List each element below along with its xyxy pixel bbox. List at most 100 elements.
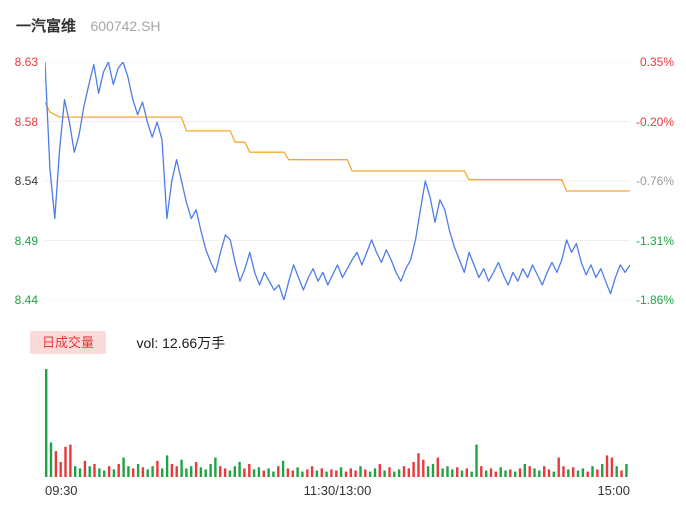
volume-bar (596, 469, 599, 477)
volume-bar (373, 468, 377, 477)
volume-bar (426, 466, 430, 477)
volume-bar (64, 446, 67, 477)
volume-bar (456, 467, 459, 477)
volume-bar (325, 471, 328, 477)
volume-bar (310, 466, 314, 477)
volume-bar (339, 467, 343, 477)
price-tick: 8.58 (14, 114, 38, 129)
price-chart-canvas[interactable] (45, 62, 630, 300)
volume-bar (315, 470, 319, 477)
volume-bar (296, 467, 299, 477)
price-tick: 8.63 (14, 55, 38, 69)
volume-bar (335, 470, 338, 477)
volume-bar (494, 471, 497, 477)
percent-tick: -0.20% (635, 114, 674, 129)
volume-bar (185, 468, 188, 477)
volume-bar (562, 466, 565, 477)
volume-bar (248, 464, 251, 477)
volume-bar (277, 466, 280, 477)
volume-bar (161, 468, 164, 477)
volume-bar (422, 459, 425, 477)
volume-bar (204, 469, 207, 477)
price-tick: 8.44 (14, 293, 38, 307)
volume-bar (591, 466, 594, 477)
stock-name: 一汽富维 (16, 18, 77, 35)
volume-bar (165, 455, 169, 477)
volume-bar (567, 469, 570, 477)
price-chart[interactable] (45, 62, 630, 300)
volume-bar (122, 457, 125, 477)
volume-chart-canvas[interactable] (45, 369, 630, 477)
volume-bar (330, 469, 333, 477)
volume-bar (344, 471, 348, 477)
volume-bar (49, 442, 53, 477)
volume-bar (190, 466, 193, 477)
volume-bar (98, 468, 101, 477)
volume-bar (252, 469, 256, 477)
volume-bar (127, 466, 130, 477)
volume-bar (88, 466, 91, 477)
avg-line (45, 101, 630, 192)
volume-bar (291, 470, 294, 477)
volume-bar (286, 468, 290, 477)
percent-tick: -1.31% (635, 233, 674, 248)
price-axis-left: 8.63 8.58 8.54 8.49 8.44 (0, 56, 41, 306)
time-label-open: 09:30 (45, 483, 78, 498)
volume-bar (349, 468, 352, 477)
volume-bar (364, 469, 367, 477)
volume-bar (243, 468, 246, 477)
volume-bar (54, 451, 58, 477)
volume-tab[interactable]: 日成交量 (30, 331, 107, 354)
volume-bar (180, 459, 183, 477)
volume-bar (610, 457, 614, 477)
volume-bar (233, 466, 236, 477)
volume-bar (518, 468, 522, 477)
volume-bar (151, 466, 154, 477)
volume-bar (446, 466, 449, 477)
volume-bar (267, 468, 270, 477)
volume-bar (431, 464, 435, 477)
volume-bar (354, 470, 357, 477)
volume-bar (175, 466, 178, 477)
volume-bar (499, 467, 502, 477)
volume-bar (417, 453, 420, 477)
volume-bar (93, 464, 96, 477)
volume-bar (59, 461, 62, 477)
volume-bar (156, 460, 159, 477)
volume-bar (214, 457, 217, 477)
header: 一汽富维 600742.SH (16, 15, 161, 36)
volume-bar (78, 468, 82, 477)
volume-bar (320, 468, 323, 477)
volume-bar (485, 470, 488, 477)
volume-bar (620, 470, 623, 477)
volume-bar (533, 468, 536, 477)
volume-bar (465, 468, 468, 477)
volume-bar (407, 468, 410, 477)
volume-bar (572, 467, 575, 477)
volume-bar (552, 471, 555, 477)
price-tick: 8.54 (14, 174, 38, 188)
volume-bar (257, 467, 261, 477)
volume-bar (543, 466, 546, 477)
volume-bar (504, 470, 507, 477)
volume-bar (141, 467, 145, 477)
volume-bar (605, 455, 609, 477)
volume-bar (45, 369, 48, 477)
volume-bar (576, 470, 580, 477)
volume-bar (306, 469, 309, 477)
percent-tick: 0.35% (639, 55, 674, 69)
volume-bar (74, 466, 77, 477)
volume-bar (625, 464, 628, 477)
volume-bar (69, 444, 72, 477)
volume-bar (586, 471, 589, 477)
volume-chart[interactable] (45, 369, 630, 477)
volume-bar (368, 471, 372, 477)
volume-bar (475, 444, 478, 477)
volume-bar (393, 471, 396, 477)
volume-bar (523, 464, 526, 477)
volume-bar (146, 469, 149, 477)
volume-bar (117, 464, 120, 477)
volume-bar (460, 470, 464, 477)
volume-bar (107, 466, 111, 477)
